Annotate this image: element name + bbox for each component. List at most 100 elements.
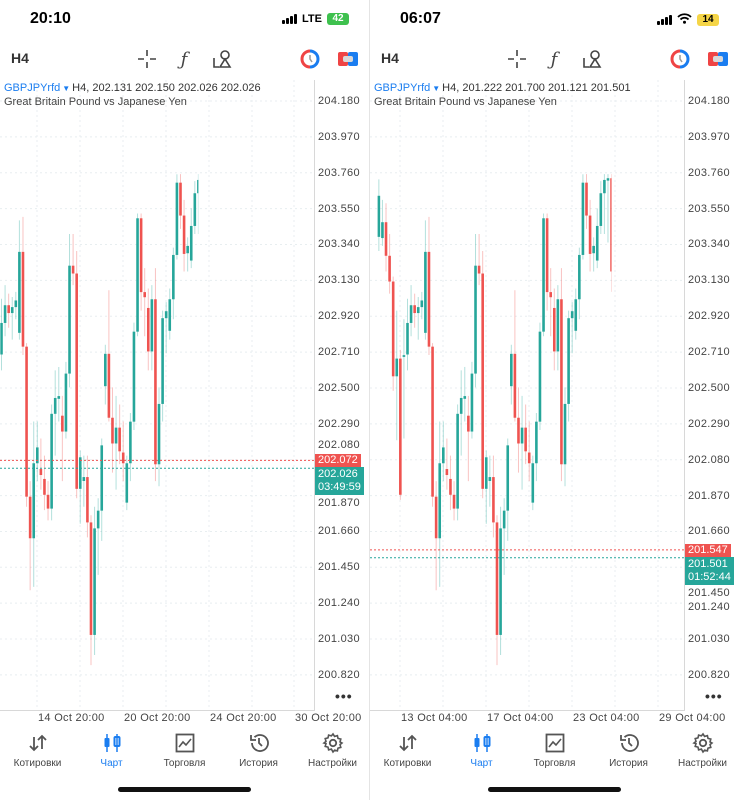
candle [578,248,581,320]
history-icon [221,732,296,754]
candle-body [190,226,193,261]
nav-label: Чарт [100,758,123,769]
candle [378,179,381,251]
candle [403,319,406,438]
bid-price: 201.501 [688,558,728,570]
candle [0,299,3,371]
nav-item-trade[interactable]: Торговля [147,732,222,769]
chart-pane[interactable] [0,80,315,711]
bid-price-tag: 202.026 03:49:59 [315,467,364,495]
candle [510,345,513,405]
ask-price-tag: 201.547 [685,544,731,557]
price-label: 200.820 [688,668,730,681]
candle-body [614,223,617,272]
nav-item-trade[interactable]: Торговля [517,732,592,769]
timeframe-button[interactable]: H4 [381,50,399,66]
nav-item-settings[interactable]: Настройки [295,732,369,769]
candle-body [567,318,570,404]
nav-item-settings[interactable]: Настройки [665,732,739,769]
trade-icon[interactable] [707,48,729,70]
candle [517,387,520,472]
candle [625,121,628,213]
nav-item-history[interactable]: История [591,732,666,769]
candle [158,387,161,486]
candle [585,173,588,229]
candle [582,174,585,259]
nav-label: Котировки [13,758,62,769]
price-label: 202.080 [318,439,360,451]
settings-icon [665,732,739,754]
candle [226,94,229,160]
nav-item-quotes[interactable]: Котировки [0,732,75,769]
candle [660,483,663,626]
nav-item-chart[interactable]: Чарт [444,732,519,769]
one-click-trading-icon[interactable] [299,48,321,70]
candle [61,396,64,481]
more-button[interactable]: ••• [335,688,353,704]
candle-body [211,148,214,186]
trade-icon [147,732,222,754]
objects-icon[interactable] [581,48,603,70]
price-label: 201.030 [688,633,730,646]
candle [503,498,506,575]
candle [147,289,150,371]
candle [399,350,402,500]
candle [521,396,524,490]
chart-header: GBPJPYrfd ▼ H4, 201.222 201.700 201.121 20… [374,82,631,95]
candle [36,421,39,481]
candle-body [204,178,207,271]
candlestick-chart[interactable] [370,0,739,711]
symbol-selector[interactable]: GBPJPYrfd [4,82,61,94]
one-click-trading-icon[interactable] [669,48,691,70]
function-icon[interactable]: ƒ [550,48,558,70]
dropdown-arrow-icon[interactable]: ▼ [432,84,441,93]
candle-body [471,374,474,432]
crosshair-icon[interactable] [136,48,158,70]
candle-body [194,193,197,226]
candle-body [664,558,667,606]
nav-item-quotes[interactable]: Котировки [370,732,445,769]
crosshair-icon[interactable] [506,48,528,70]
candle-body [642,208,645,306]
price-label: 201.030 [318,633,360,646]
candle-body [381,222,384,238]
candle-body [388,256,391,282]
nav-label: Чарт [470,758,493,769]
candle-body [4,305,7,323]
chart-pane[interactable] [370,80,685,711]
timeframe-button[interactable]: H4 [11,50,29,66]
candle [247,432,250,533]
nav-label: История [609,758,648,769]
candle-body [485,457,488,489]
candle [236,207,239,314]
nav-item-chart[interactable]: Чарт [74,732,149,769]
candle [474,234,477,387]
dropdown-arrow-icon[interactable]: ▼ [62,84,71,93]
candle-body [68,266,71,374]
candle [485,450,488,523]
candle [532,456,535,511]
nav-label: Котировки [383,758,432,769]
candle [413,294,416,328]
candle [133,323,136,430]
home-indicator [488,787,621,792]
candle [621,140,624,200]
candle [564,387,567,486]
bid-price-tag: 201.501 01:52:44 [685,557,734,585]
signal-icon [657,15,672,25]
candle-body [385,222,388,256]
nav-item-history[interactable]: История [221,732,296,769]
candle-body [456,414,459,509]
candle-body [197,180,200,193]
candle-body [592,246,595,253]
candle-body [424,252,427,333]
function-icon[interactable]: ƒ [180,48,188,70]
candlestick-chart[interactable] [0,0,369,711]
candle [435,481,438,590]
objects-icon[interactable] [211,48,233,70]
candle-body [179,183,182,216]
time-label: 30 Oct 20:00 [295,712,362,724]
symbol-selector[interactable]: GBPJPYrfd [374,82,431,94]
trade-icon[interactable] [337,48,359,70]
more-button[interactable]: ••• [705,688,723,704]
